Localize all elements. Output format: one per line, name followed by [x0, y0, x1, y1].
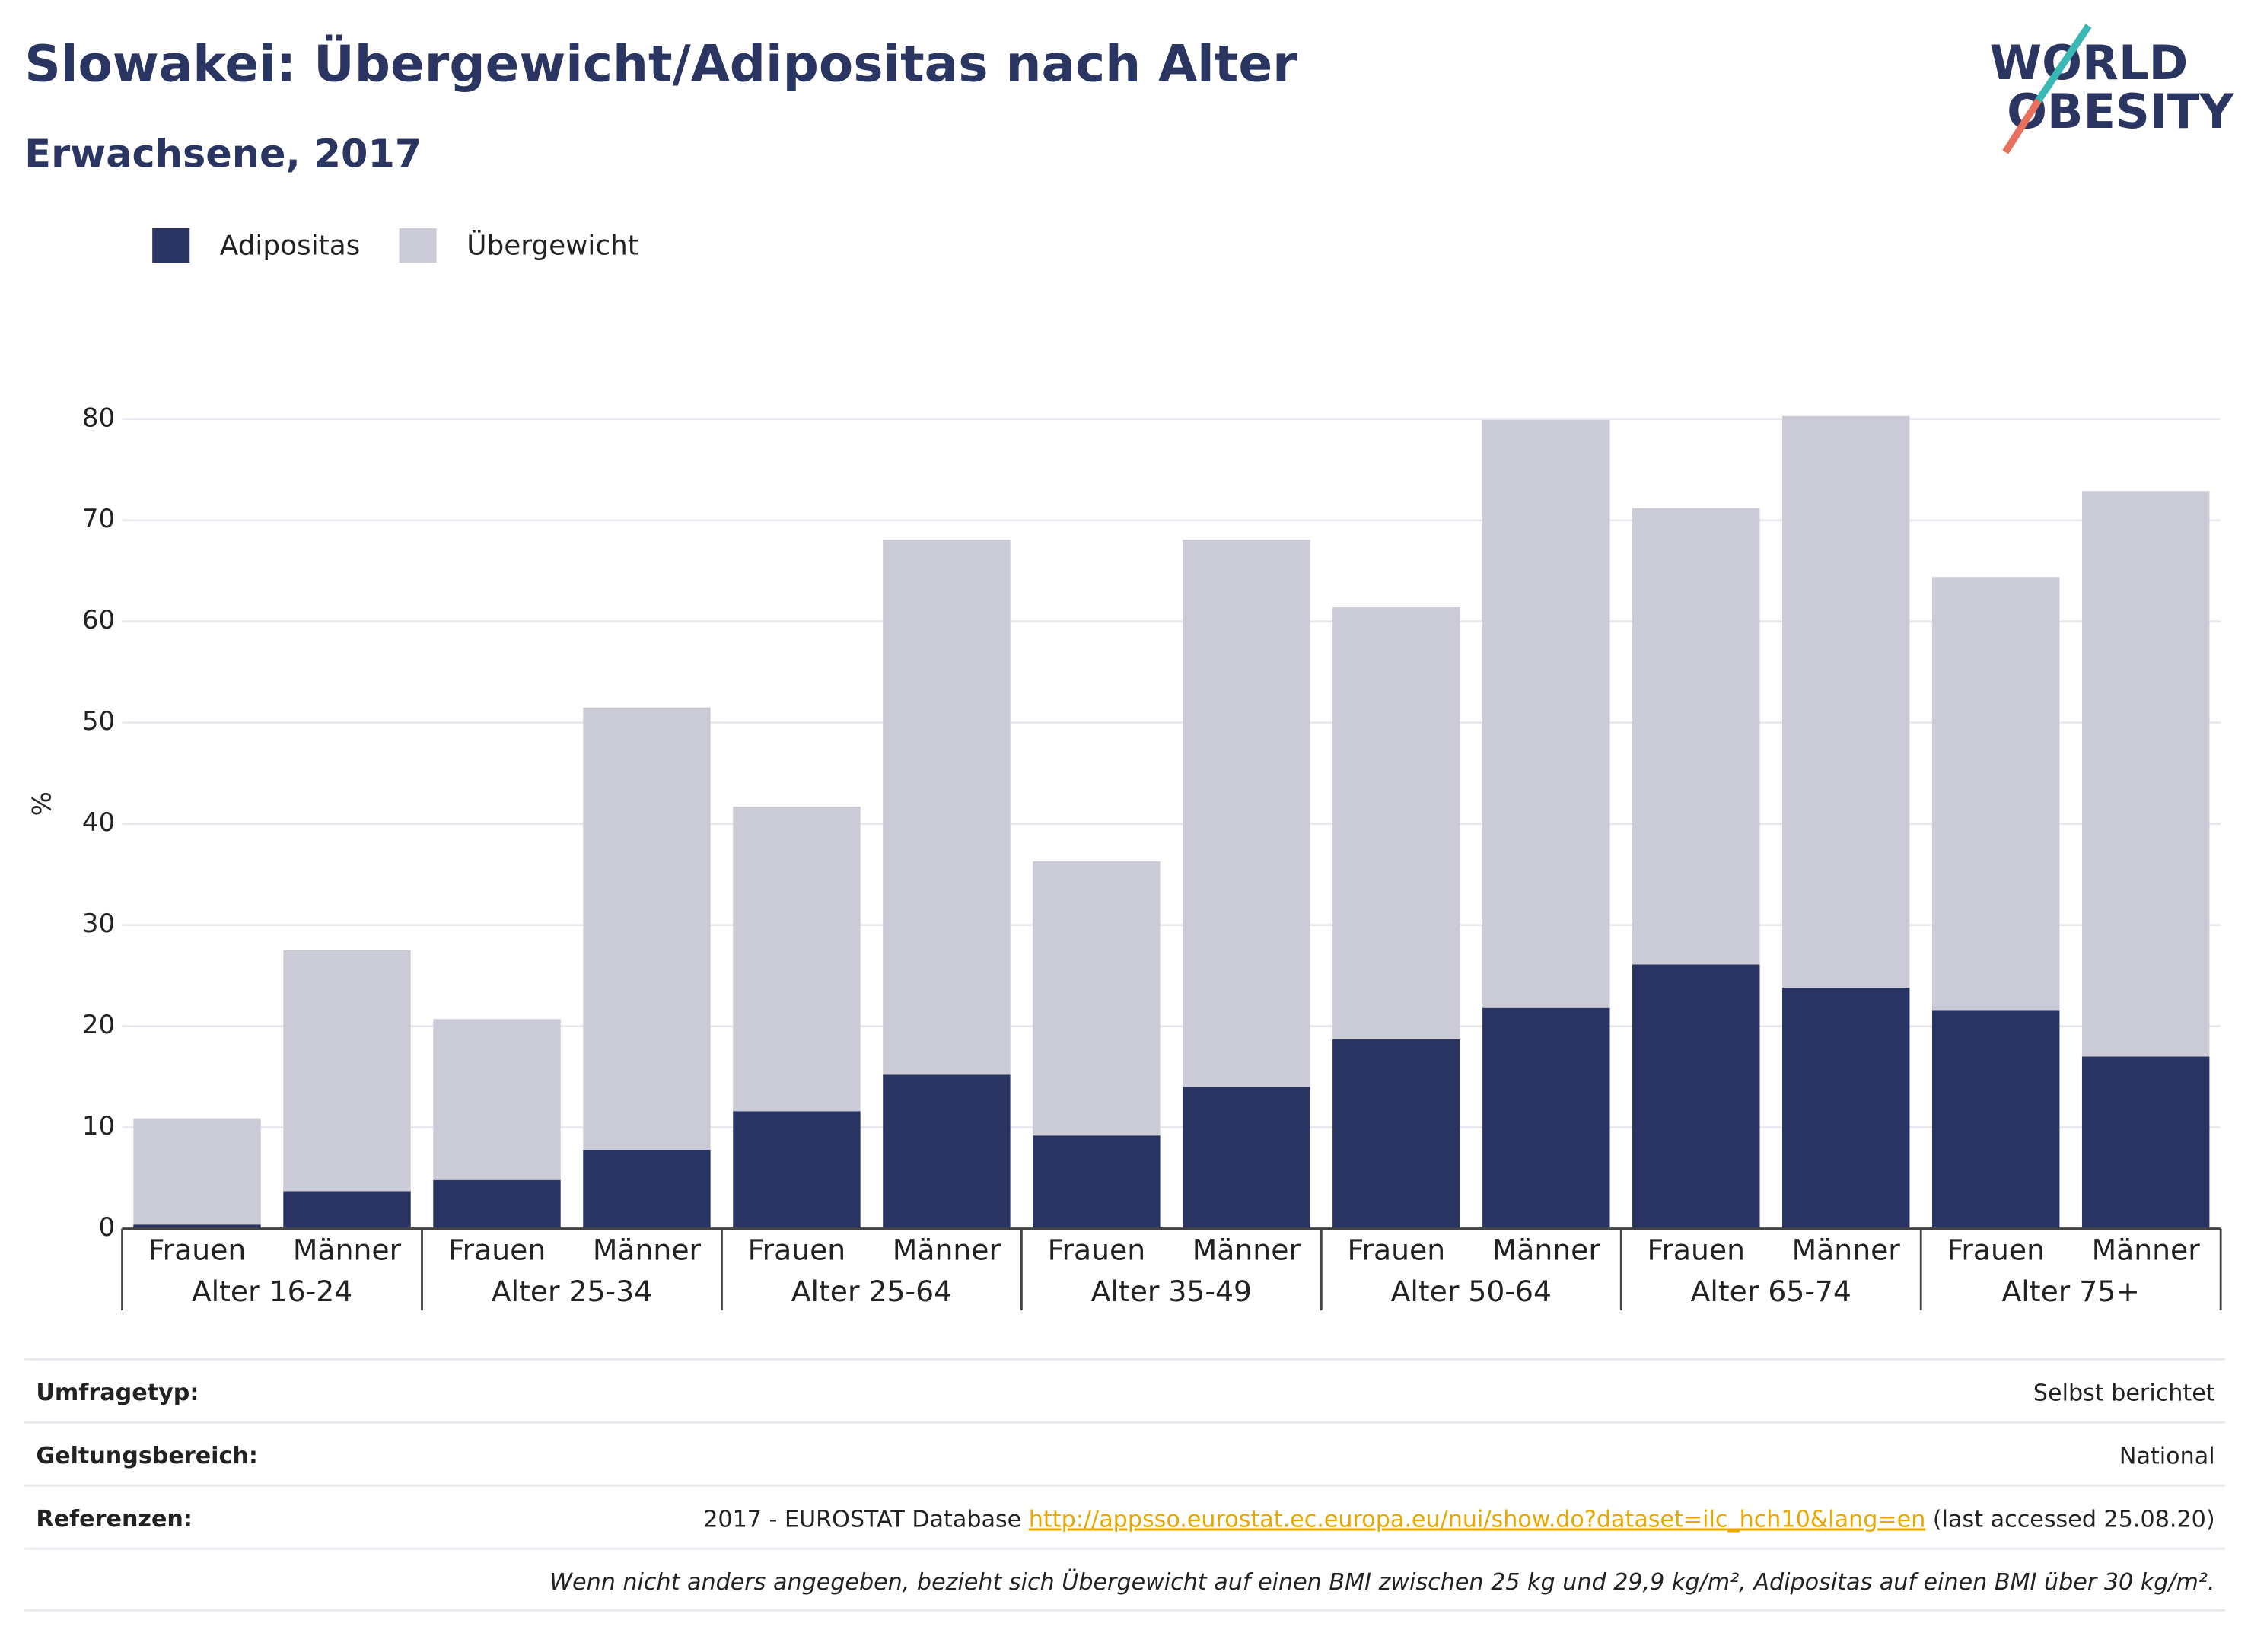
footer-label: Umfragetyp: [36, 1380, 199, 1406]
bar-segment [583, 707, 711, 1150]
y-tick-label: 40 [82, 807, 115, 838]
bar-segment [1033, 1135, 1161, 1229]
bar-segment [733, 1111, 861, 1229]
bar-segment [1332, 607, 1460, 1039]
x-tick-label: Frauen [448, 1233, 546, 1266]
legend-swatch [399, 228, 437, 263]
footer-note: Wenn nicht anders angegeben, bezieht sic… [549, 1568, 2214, 1596]
group-label: Alter 50-64 [1391, 1275, 1552, 1308]
group-label: Alter 35-49 [1091, 1275, 1252, 1308]
x-tick-label: Frauen [1048, 1233, 1146, 1266]
bar-segment [433, 1179, 561, 1229]
bar-segment [433, 1019, 561, 1180]
y-tick-label: 60 [82, 605, 115, 635]
footer-value: 2017 - EUROSTAT Database http://appsso.e… [703, 1506, 2214, 1533]
y-tick-label: 0 [99, 1212, 116, 1243]
x-tick-label: Männer [2092, 1233, 2201, 1266]
y-tick-label: 70 [82, 504, 115, 534]
bar-segment [1931, 1010, 2060, 1229]
bar-segment [1782, 415, 1910, 988]
bar-segment [1033, 861, 1161, 1136]
bar-segment [1782, 988, 1910, 1229]
bar-segment [883, 540, 1011, 1075]
bar-segment [1183, 540, 1310, 1087]
bar-segment [133, 1118, 261, 1225]
logo-text: WORLD [1989, 35, 2188, 91]
bar-segment [583, 1149, 711, 1229]
bar-segment [733, 807, 861, 1112]
x-tick-label: Männer [593, 1233, 702, 1266]
x-tick-label: Männer [893, 1233, 1001, 1266]
bar-segment [1183, 1087, 1310, 1229]
bar-segment [1482, 1007, 1610, 1229]
group-label: Alter 75+ [2002, 1275, 2140, 1308]
x-tick-label: Frauen [1947, 1233, 2045, 1266]
bar-segment [883, 1074, 1011, 1229]
bar-segment [133, 1224, 261, 1229]
chart-title: Slowakei: Übergewicht/Adipositas nach Al… [24, 35, 1297, 94]
x-tick-label: Männer [1192, 1233, 1301, 1266]
y-axis-label: % [27, 791, 57, 816]
x-tick-label: Frauen [1348, 1233, 1446, 1266]
group-label: Alter 65-74 [1691, 1275, 1851, 1308]
group-label: Alter 25-64 [791, 1275, 952, 1308]
footer-value: National [2119, 1443, 2215, 1469]
bar-segment [2081, 491, 2210, 1057]
reference-link[interactable]: http://appsso.eurostat.ec.europa.eu/nui/… [1029, 1506, 1926, 1533]
y-tick-label: 80 [82, 403, 115, 433]
x-tick-label: Männer [293, 1233, 402, 1266]
bar-segment [1482, 420, 1610, 1008]
bar-segment [1931, 577, 2060, 1011]
bar-segment [283, 1191, 411, 1229]
y-tick-label: 50 [82, 706, 115, 737]
bar-segment [283, 950, 411, 1192]
x-tick-label: Frauen [1647, 1233, 1745, 1266]
bar-segment [1332, 1039, 1460, 1229]
legend-label: Adipositas [220, 230, 361, 261]
footer-value: Selbst berichtet [2033, 1380, 2215, 1406]
logo: WORLD OBESITY [1989, 24, 2234, 154]
chart-subtitle: Erwachsene, 2017 [24, 132, 422, 177]
y-tick-label: 10 [82, 1111, 115, 1141]
bar-segment [2081, 1056, 2210, 1229]
legend-label: Übergewicht [466, 229, 638, 261]
footer-text: Selbst berichtet [2033, 1380, 2215, 1406]
y-tick-label: 20 [82, 1010, 115, 1040]
footer-text: (last accessed 25.08.20) [1925, 1506, 2214, 1533]
legend-swatch [152, 228, 190, 263]
x-tick-label: Männer [1792, 1233, 1901, 1266]
group-label: Alter 25-34 [492, 1275, 652, 1308]
footer-label: Geltungsbereich: [36, 1443, 258, 1469]
logo-stroke [2035, 24, 2092, 103]
x-tick-label: Männer [1492, 1233, 1601, 1266]
x-tick-label: Frauen [148, 1233, 247, 1266]
footer-text: 2017 - EUROSTAT Database [703, 1506, 1029, 1533]
bar-segment [1632, 964, 1760, 1229]
group-label: Alter 16-24 [192, 1275, 352, 1308]
x-tick-label: Frauen [748, 1233, 846, 1266]
footer-label: Referenzen: [36, 1506, 193, 1533]
logo-stroke [2002, 98, 2042, 154]
bar-segment [1632, 508, 1760, 965]
footer-text: National [2119, 1443, 2215, 1469]
y-tick-label: 30 [82, 909, 115, 939]
